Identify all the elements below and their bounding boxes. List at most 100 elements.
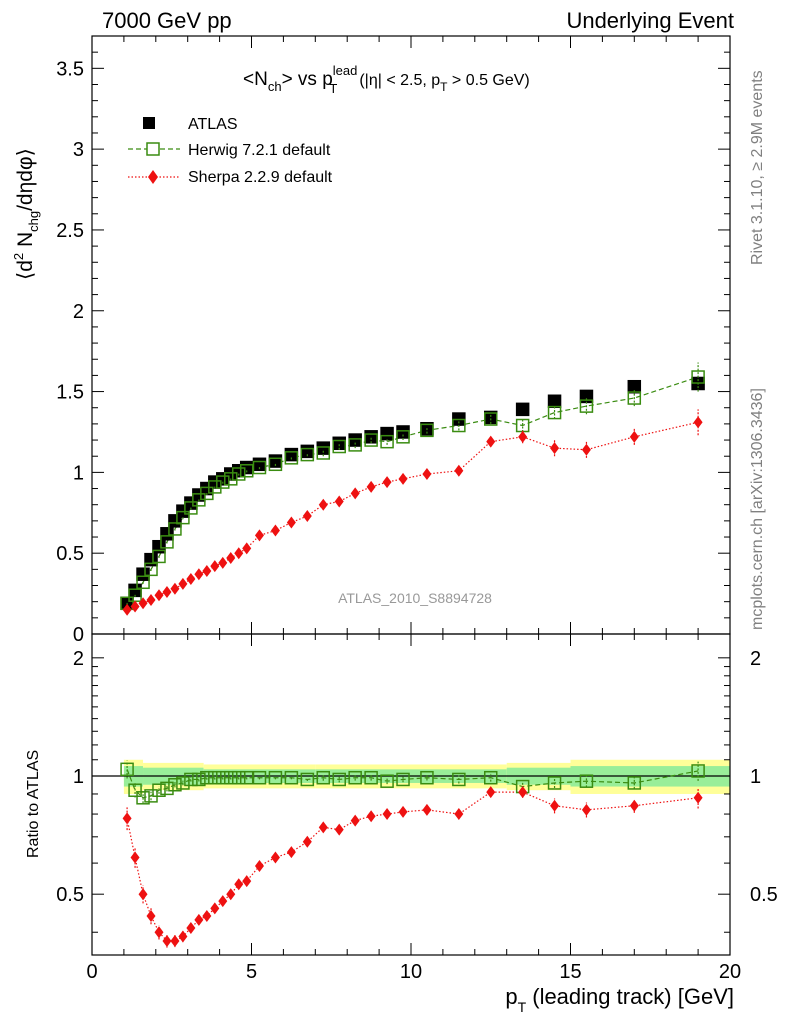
sherpa-point xyxy=(178,577,188,590)
ratio-herwig-point xyxy=(396,772,410,787)
y-tick-label: 3.5 xyxy=(56,58,84,80)
atlas-point xyxy=(136,567,150,581)
ratio-y-tick-label: 0.5 xyxy=(56,884,84,906)
herwig-point xyxy=(224,472,238,486)
herwig-point xyxy=(184,501,198,515)
ratio-sherpa-point xyxy=(202,909,212,922)
sherpa-point xyxy=(518,430,528,443)
y-tick-label: 3 xyxy=(73,139,84,161)
legend-sherpa-marker xyxy=(148,170,158,184)
ratio-herwig-point xyxy=(224,770,238,785)
sherpa-point xyxy=(170,582,180,595)
herwig-point xyxy=(216,475,230,489)
herwig-point xyxy=(284,451,299,465)
main-panel: 0 0.5 1 1.5 2 2.5 3 3.5 xyxy=(56,35,731,646)
ratio-y-tick-label-right: 2 xyxy=(750,648,761,670)
sherpa-point xyxy=(146,594,156,607)
sherpa-point xyxy=(154,589,164,602)
ratio-sherpa-point xyxy=(366,810,376,823)
legend-atlas-label: ATLAS xyxy=(188,116,238,133)
sherpa-point xyxy=(122,603,132,616)
legend: ATLAS Herwig 7.2.1 default Sherpa 2.2.9 … xyxy=(128,116,333,186)
sherpa-point xyxy=(234,547,244,560)
ratio-herwig-point xyxy=(691,764,705,778)
ratio-frame xyxy=(91,633,731,956)
ratio-herwig-point xyxy=(252,770,267,785)
ratio-y-tick-label: 2 xyxy=(73,648,84,670)
sherpa-point xyxy=(382,476,392,489)
header-left: 7000 GeV pp xyxy=(102,8,232,33)
sherpa-point xyxy=(366,480,376,493)
ratio-sherpa-point xyxy=(146,909,156,922)
ratio-y-tick-label: 1 xyxy=(73,766,84,788)
herwig-point xyxy=(252,460,267,475)
y-tick-label: 2.5 xyxy=(56,220,84,242)
ratio-sherpa-point xyxy=(550,799,560,812)
herwig-point xyxy=(484,412,498,426)
sherpa-point xyxy=(302,510,312,523)
ratio-herwig-point xyxy=(348,770,362,785)
ratio-sherpa-point xyxy=(270,851,280,864)
y-tick-label: 0.5 xyxy=(56,543,84,565)
herwig-point xyxy=(239,464,254,478)
y-axis-label-ratio: Ratio to ATLAS xyxy=(25,750,42,858)
legend-herwig-marker xyxy=(146,142,160,156)
herwig-point xyxy=(208,480,222,494)
sherpa-point xyxy=(226,552,236,565)
ratio-herwig-point xyxy=(184,772,198,787)
herwig-point xyxy=(332,439,346,454)
y-axis-label-top: ⟨d2 Nchg/dηdφ⟩ xyxy=(11,148,41,280)
ratio-sherpa-point xyxy=(422,803,432,816)
ratio-sherpa-point xyxy=(138,888,148,901)
ratio-sherpa-point xyxy=(581,803,591,816)
herwig-point xyxy=(268,457,283,472)
herwig-point xyxy=(364,433,378,447)
sherpa-point xyxy=(218,556,228,569)
herwig-point xyxy=(579,399,594,413)
ratio-sherpa-point xyxy=(486,786,496,799)
sherpa-point xyxy=(581,443,591,456)
ratio-herwig-point xyxy=(579,774,594,788)
header-right: Underlying Event xyxy=(566,8,734,33)
herwig-point xyxy=(420,423,434,438)
ratio-sherpa-point xyxy=(454,808,464,821)
sherpa-point xyxy=(550,442,560,455)
sherpa-point xyxy=(194,568,204,581)
ratio-herwig-point xyxy=(380,774,394,788)
ratio-herwig-point xyxy=(152,783,166,797)
ratio-herwig-point xyxy=(176,776,190,790)
ratio-herwig-point xyxy=(160,781,174,796)
herwig-point xyxy=(547,405,562,420)
ratio-herwig-point xyxy=(239,770,254,785)
sherpa-point xyxy=(398,472,408,485)
sherpa-point xyxy=(162,585,172,598)
ratio-herwig-point xyxy=(300,772,315,787)
ratio-sherpa-point xyxy=(350,814,360,827)
sherpa-point xyxy=(693,416,703,429)
ratio-sherpa-point xyxy=(302,835,312,848)
ratio-herwig-point xyxy=(364,770,378,785)
herwig-point xyxy=(144,562,158,577)
ratio-sherpa-point xyxy=(382,808,392,821)
ratio-sherpa-point xyxy=(518,786,528,799)
ratio-sherpa-point xyxy=(170,934,180,947)
ratio-herwig-point xyxy=(168,778,182,792)
atlas-point xyxy=(160,527,174,541)
ratio-sherpa-point xyxy=(234,878,244,891)
legend-herwig-label: Herwig 7.2.1 default xyxy=(188,142,331,159)
ratio-sherpa-point xyxy=(194,913,204,926)
ratio-sherpa-point xyxy=(162,934,172,947)
herwig-point xyxy=(452,418,466,433)
ratio-sherpa-point xyxy=(693,791,703,804)
x-tick-label: 5 xyxy=(246,961,257,983)
x-tick-label: 15 xyxy=(559,961,581,983)
ratio-herwig-point xyxy=(268,770,283,785)
ratio-herwig-point xyxy=(452,772,466,787)
ratio-herwig-point xyxy=(192,772,206,787)
herwig-point xyxy=(396,430,410,444)
atlas-point xyxy=(380,426,394,441)
herwig-point xyxy=(231,467,246,481)
sherpa-point xyxy=(186,573,196,586)
herwig-point xyxy=(168,522,182,536)
